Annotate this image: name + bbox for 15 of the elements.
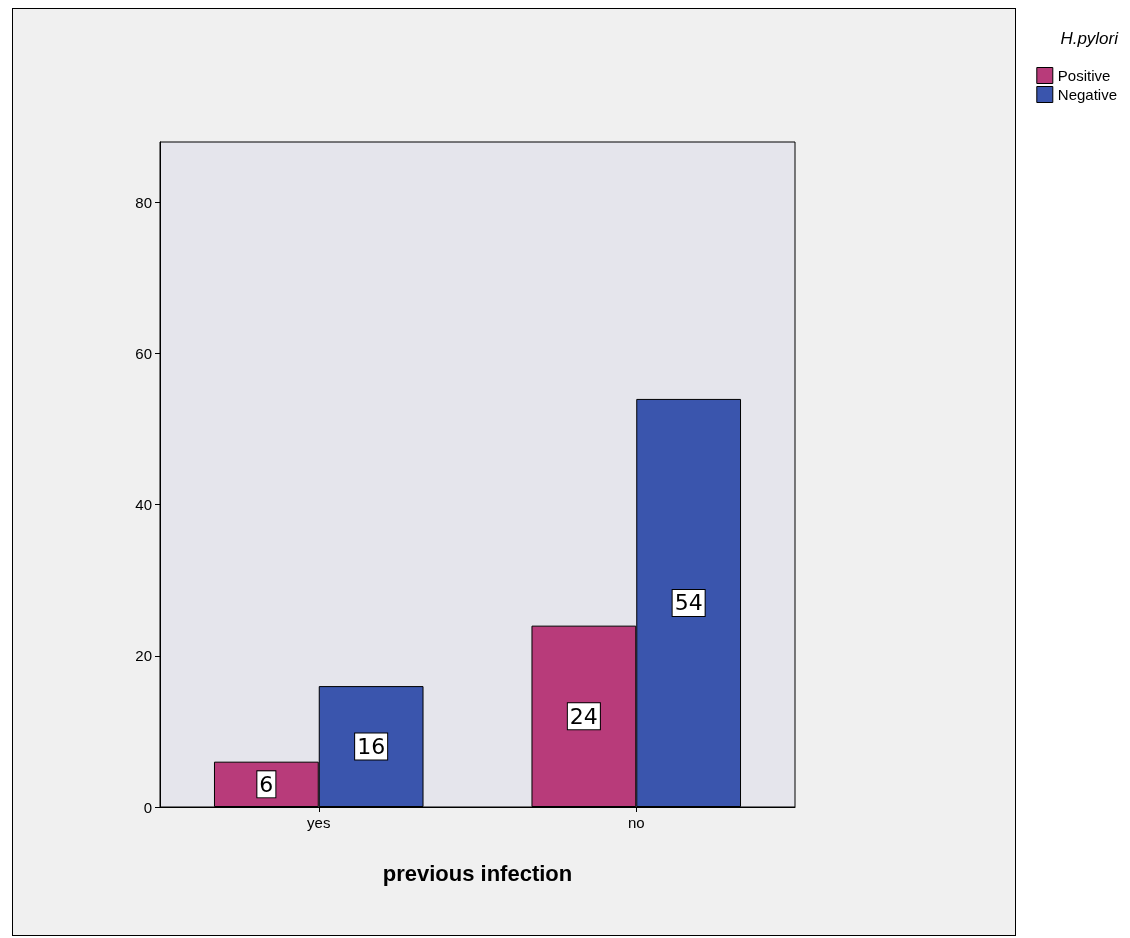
data-label: 6 [259, 771, 274, 797]
x-tick-label: yes [307, 814, 331, 831]
y-tick-label: 0 [143, 798, 152, 816]
data-label: 16 [357, 734, 386, 760]
y-tick-label: 80 [135, 193, 152, 211]
y-tick-label: 60 [135, 345, 152, 363]
x-tick-label: no [627, 814, 645, 831]
legend-label: Positive [1057, 67, 1111, 84]
legend-title: H.pylori [1060, 29, 1120, 48]
y-tick-label: 20 [135, 647, 152, 665]
legend-label: Negative [1057, 86, 1117, 103]
x-axis-title: previous infection [382, 860, 573, 886]
data-label: 24 [569, 703, 598, 729]
data-label: 54 [674, 590, 703, 616]
y-tick-label: 40 [135, 496, 152, 514]
